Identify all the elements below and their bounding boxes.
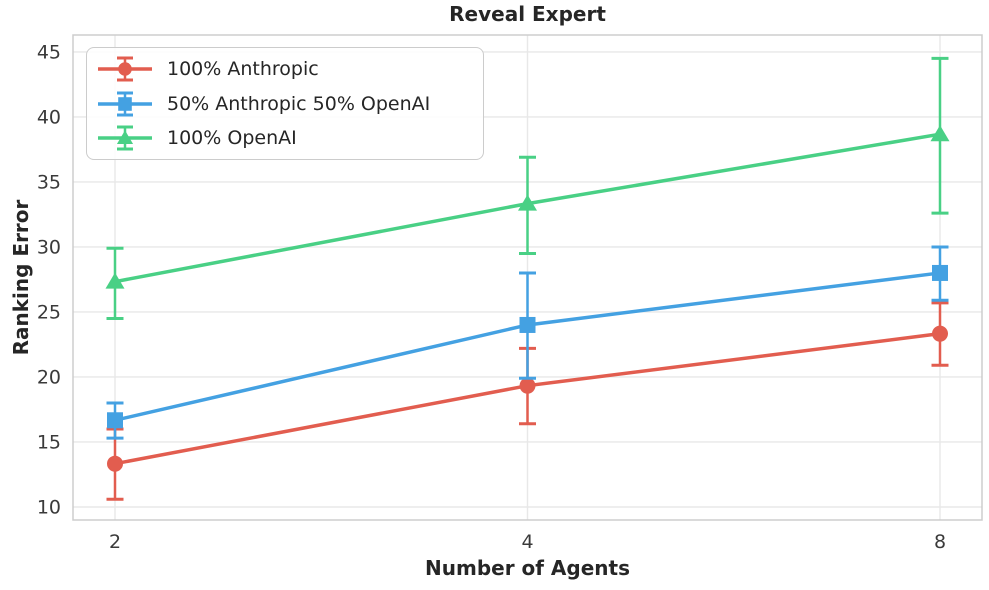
data-point-marker-square: [118, 96, 132, 111]
data-point-marker-square: [519, 316, 536, 333]
y-tick-label: 20: [37, 366, 61, 388]
data-point-marker-circle: [107, 455, 123, 472]
x-tick-label: 2: [109, 531, 121, 553]
x-axis-label: Number of Agents: [425, 556, 630, 580]
series-triangle: [105, 56, 950, 320]
legend-item: 50% Anthropic 50% OpenAI: [95, 89, 475, 119]
legend-label: 100% Anthropic: [167, 58, 319, 81]
legend: 100% Anthropic 50% Anthropic 50% OpenAI 10…: [86, 47, 484, 160]
data-point-marker-circle: [118, 62, 132, 77]
data-point-marker-triangle: [518, 194, 537, 211]
chart-title: Reveal Expert: [449, 2, 606, 26]
y-tick-label: 45: [37, 41, 61, 63]
legend-marker-square-icon: [98, 91, 152, 116]
x-tick-label: 4: [521, 531, 533, 553]
series-square: [106, 245, 949, 440]
data-point-marker-triangle: [116, 130, 134, 144]
y-tick-label: 10: [37, 496, 61, 518]
series-circle: [106, 301, 949, 501]
y-tick-label: 15: [37, 431, 61, 453]
y-tick-label: 40: [37, 106, 61, 128]
x-tick-label: 8: [934, 531, 946, 553]
legend-label: 100% OpenAI: [167, 126, 297, 149]
data-point-marker-triangle: [930, 125, 950, 142]
plot-border: [72, 34, 983, 521]
legend-item: 100% Anthropic: [95, 54, 475, 84]
data-point-marker-circle: [519, 377, 536, 394]
data-point-marker-square: [107, 412, 123, 429]
y-tick-label: 25: [37, 301, 61, 323]
legend-marker-triangle-icon: [98, 125, 152, 151]
y-tick-label: 35: [37, 171, 61, 193]
data-point-marker-triangle: [105, 272, 125, 289]
legend-item: 100% OpenAI: [95, 123, 475, 153]
y-tick-label: 30: [37, 236, 61, 258]
legend-marker-circle-icon: [98, 56, 152, 82]
legend-label: 50% Anthropic 50% OpenAI: [167, 92, 431, 115]
y-axis-label: Ranking Error: [9, 199, 33, 355]
data-point-marker-circle: [932, 325, 948, 342]
data-point-marker-square: [932, 264, 948, 281]
